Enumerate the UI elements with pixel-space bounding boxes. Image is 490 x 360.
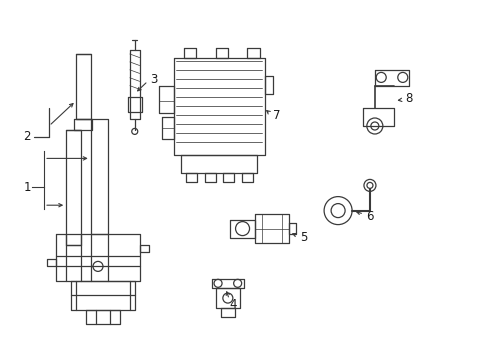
Circle shape: [371, 122, 379, 130]
Circle shape: [93, 261, 103, 271]
Text: 1: 1: [23, 181, 31, 194]
Circle shape: [234, 279, 242, 287]
Text: 5: 5: [300, 231, 308, 244]
Circle shape: [367, 183, 373, 188]
Circle shape: [214, 279, 222, 287]
Text: 3: 3: [150, 73, 158, 86]
Text: 7: 7: [273, 109, 281, 122]
Text: 2: 2: [23, 130, 31, 143]
Circle shape: [331, 204, 345, 217]
Circle shape: [132, 129, 138, 134]
Circle shape: [376, 72, 386, 82]
Text: 4: 4: [229, 298, 237, 311]
Text: 6: 6: [366, 210, 374, 222]
Circle shape: [236, 222, 249, 235]
Circle shape: [223, 293, 233, 303]
Circle shape: [364, 179, 376, 192]
Circle shape: [398, 72, 408, 82]
Circle shape: [367, 118, 383, 134]
Circle shape: [324, 197, 352, 225]
Text: 8: 8: [405, 93, 413, 105]
